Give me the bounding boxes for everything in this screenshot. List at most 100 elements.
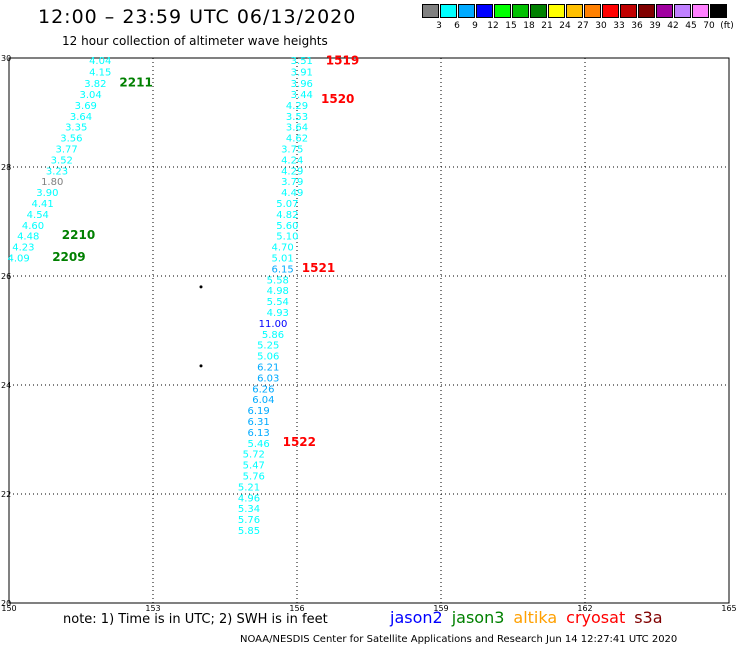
wave-height-label: 5.54 <box>267 297 289 308</box>
wave-height-label: 5.47 <box>243 461 265 472</box>
wave-height-label: 4.70 <box>271 243 293 254</box>
wave-height-label: 3.79 <box>281 177 303 188</box>
wave-height-label: 5.25 <box>257 341 279 352</box>
legend-swatch <box>692 4 709 18</box>
legend-swatch <box>674 4 691 18</box>
time-label: 1522 <box>283 435 316 449</box>
wave-height-label: 3.04 <box>79 90 101 101</box>
wave-height-label: 3.51 <box>291 56 313 67</box>
legend-swatch <box>620 4 637 18</box>
legend-label: 27 <box>577 21 589 31</box>
legend-label: 6 <box>454 21 460 31</box>
legend-swatch <box>422 4 439 18</box>
time-label: 2211 <box>119 76 152 90</box>
time-label: 2210 <box>62 228 95 242</box>
wave-height-label: 1.80 <box>41 177 63 188</box>
legend-label: 33 <box>613 21 625 31</box>
wave-height-label: 5.10 <box>276 232 298 243</box>
satellite-name: s3a <box>634 608 663 627</box>
satellite-name: cryosat <box>566 608 626 627</box>
wave-height-label: 5.60 <box>276 221 298 232</box>
wave-height-label: 3.64 <box>70 112 92 123</box>
wave-height-label: 5.58 <box>267 275 289 286</box>
note-text: note: 1) Time is in UTC; 2) SWH is in fe… <box>63 612 328 627</box>
legend-swatch <box>584 4 601 18</box>
plot-frame <box>8 57 730 604</box>
wave-height-label: 5.07 <box>276 199 298 210</box>
wave-height-label: 5.21 <box>238 482 260 493</box>
wave-height-label: 6.26 <box>252 384 274 395</box>
y-tick-label: 24 <box>1 381 11 390</box>
wave-height-label: 3.56 <box>60 134 82 145</box>
wave-height-label: 3.91 <box>291 68 313 79</box>
wave-height-label: 6.15 <box>271 264 293 275</box>
legend-label: 15 <box>505 21 517 31</box>
wave-height-label: 4.82 <box>276 210 298 221</box>
map-dot <box>199 364 203 368</box>
map-dot <box>199 285 203 289</box>
wave-height-label: 3.64 <box>286 123 308 134</box>
legend-swatch <box>494 4 511 18</box>
wave-height-label: 3.44 <box>291 90 313 101</box>
legend-label: 24 <box>559 21 571 31</box>
legend-label: 39 <box>649 21 661 31</box>
time-label: 2209 <box>52 250 85 264</box>
legend-swatch <box>548 4 565 18</box>
wave-height-label: 3.52 <box>51 155 73 166</box>
wave-height-label: 4.62 <box>286 134 308 145</box>
x-tick-label: 153 <box>145 604 160 613</box>
legend-label: 12 <box>487 21 499 31</box>
wave-height-label: 3.90 <box>36 188 58 199</box>
wave-height-label: 3.35 <box>65 123 87 134</box>
legend-label: 30 <box>595 21 607 31</box>
legend-swatch <box>566 4 583 18</box>
time-label: 1521 <box>302 261 335 275</box>
x-tick-label: 165 <box>721 604 736 613</box>
legend-label: 45 <box>685 21 697 31</box>
satellite-name: jason3 <box>451 608 505 627</box>
legend-swatch <box>458 4 475 18</box>
wave-height-label: 6.21 <box>257 363 279 374</box>
wave-height-label: 4.29 <box>286 101 308 112</box>
x-tick-label: 156 <box>289 604 304 613</box>
wave-height-label: 5.76 <box>238 515 260 526</box>
wave-height-label: 4.29 <box>281 166 303 177</box>
legend-swatch <box>440 4 457 18</box>
satellite-legend: jason2 jason3 altika cryosat s3a <box>390 608 672 627</box>
wave-height-label: 4.41 <box>31 199 53 210</box>
legend-label: 70 <box>703 21 715 31</box>
wave-height-label: 4.09 <box>7 254 29 265</box>
legend-label: 36 <box>631 21 643 31</box>
y-tick-label: 28 <box>1 163 11 172</box>
wave-height-label: 5.76 <box>243 472 265 483</box>
wave-height-label: 3.69 <box>75 101 97 112</box>
wave-height-label: 5.01 <box>271 254 293 265</box>
wave-height-label: 4.48 <box>17 232 39 243</box>
y-tick-label: 20 <box>1 599 11 608</box>
wave-height-label: 5.85 <box>238 526 260 537</box>
y-tick-label: 30 <box>1 54 11 63</box>
wave-height-label: 3.53 <box>286 112 308 123</box>
wave-height-label: 4.15 <box>89 68 111 79</box>
credit-text: NOAA/NESDIS Center for Satellite Applica… <box>240 634 678 645</box>
wave-height-label: 6.19 <box>247 406 269 417</box>
y-tick-label: 26 <box>1 272 11 281</box>
wave-height-label: 4.24 <box>281 155 303 166</box>
time-label: 1519 <box>326 54 359 68</box>
wave-height-label: 6.04 <box>252 395 274 406</box>
wave-height-label: 6.03 <box>257 373 279 384</box>
wave-height-label: 4.23 <box>12 243 34 254</box>
wave-height-label: 3.96 <box>291 79 313 90</box>
legend-swatch <box>710 4 727 18</box>
wave-height-label: 3.82 <box>84 79 106 90</box>
wave-height-label: 3.23 <box>46 166 68 177</box>
legend-label: 18 <box>523 21 535 31</box>
wave-height-label: 5.34 <box>238 504 260 515</box>
time-label: 1520 <box>321 92 354 106</box>
legend-label: 3 <box>436 21 442 31</box>
legend-swatch <box>512 4 529 18</box>
wave-height-label: 5.86 <box>262 330 284 341</box>
legend-swatch <box>530 4 547 18</box>
x-tick-label: 162 <box>577 604 592 613</box>
